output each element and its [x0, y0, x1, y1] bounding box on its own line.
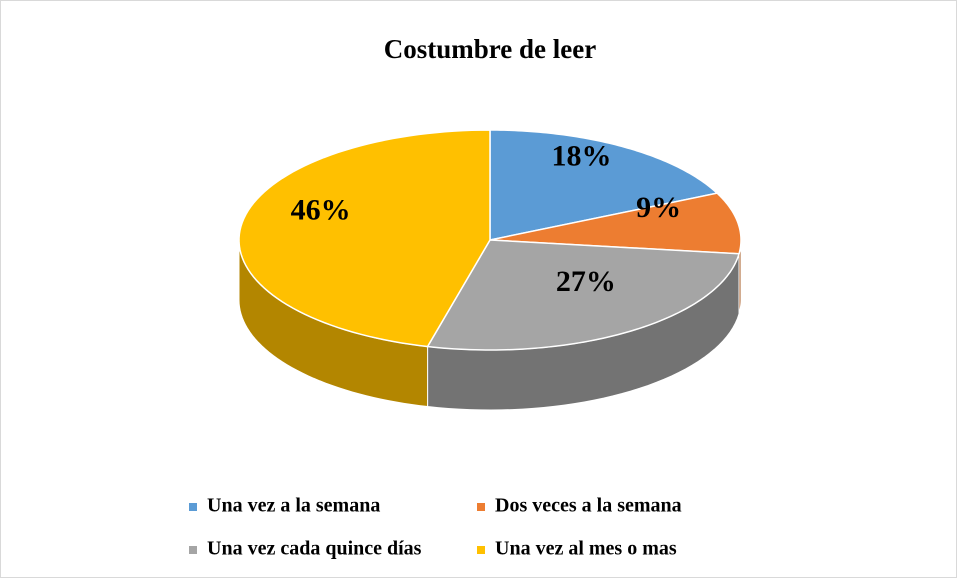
- pie-slice: [489, 129, 719, 241]
- data-label: 27%: [556, 265, 616, 298]
- pie-slice: [426, 239, 741, 351]
- pie-slice: [238, 129, 491, 348]
- chart-title: Costumbre de leer: [384, 34, 596, 64]
- legend-marker: [189, 546, 197, 554]
- data-label: 9%: [636, 191, 681, 224]
- data-label: 18%: [551, 140, 611, 173]
- legend-marker: [477, 503, 485, 511]
- legend-label: Una vez a la semana: [207, 495, 380, 517]
- pie-slice: [489, 192, 742, 255]
- legend-label: Dos veces a la semana: [495, 495, 682, 517]
- legend-label: Una vez al mes o mas: [495, 538, 677, 560]
- legend-marker: [477, 546, 485, 554]
- data-label: 46%: [291, 194, 351, 227]
- legend-label: Una vez cada quince días: [207, 538, 422, 560]
- legend-marker: [189, 503, 197, 511]
